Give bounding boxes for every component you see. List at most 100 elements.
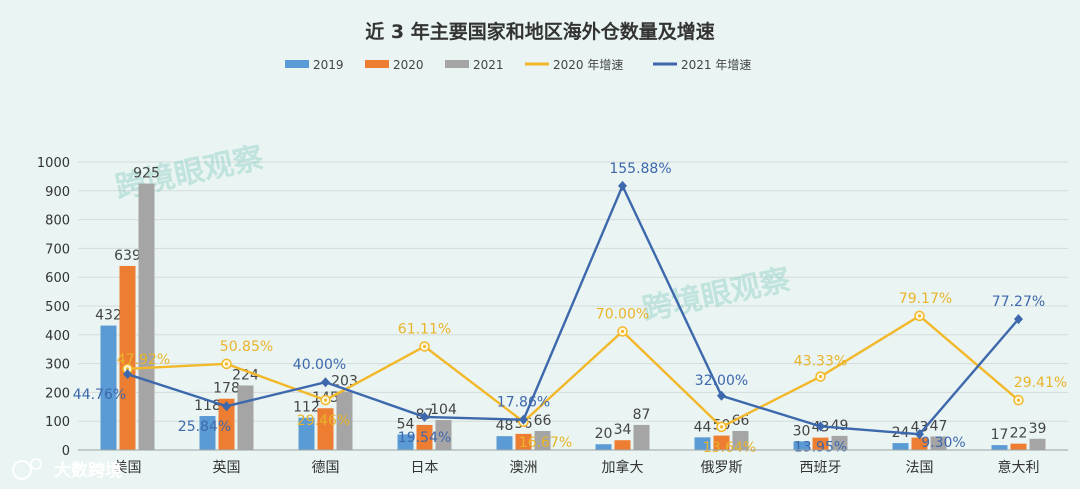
bar-2020 — [317, 408, 334, 450]
line-2021 年增速 — [127, 182, 1020, 436]
bar-2021 — [237, 385, 254, 450]
bar-2021 — [633, 424, 650, 450]
line-value-label: 79.17% — [899, 291, 952, 307]
line-point — [519, 414, 528, 425]
chart-title: 近 3 年主要国家和地区海外仓数量及增速 — [365, 20, 714, 43]
x-category-label: 法国 — [906, 460, 934, 476]
bar-2020 — [416, 424, 433, 450]
bar-2021 — [1029, 438, 1046, 450]
bar-2020 — [1010, 443, 1027, 450]
bar-2020 — [614, 440, 631, 450]
x-category-label: 英国 — [213, 459, 241, 476]
legend-item: 2020 — [365, 58, 424, 72]
y-tick-label: 700 — [45, 242, 70, 257]
line-value-label: 61.11% — [398, 321, 451, 337]
bar-2020 — [218, 398, 235, 450]
corner-logo: 大数跨境 — [12, 458, 122, 481]
bar-2019 — [991, 445, 1008, 450]
bar-value-label: 17 — [991, 427, 1009, 443]
y-tick-label: 800 — [45, 214, 70, 229]
bar-2019 — [199, 416, 216, 450]
bar-2020 — [713, 435, 730, 450]
bar-2021 — [138, 183, 155, 450]
x-category-label: 俄罗斯 — [701, 460, 743, 476]
legend-swatch — [285, 60, 309, 68]
line-point-dot — [323, 398, 328, 402]
line-value-label: 70.00% — [596, 306, 649, 322]
legend-label: 2021 — [473, 58, 504, 72]
line-value-label: 43.33% — [794, 354, 847, 370]
bar-2020 — [119, 265, 136, 450]
line-value-label: 19.54% — [398, 430, 451, 446]
bar-2019 — [595, 444, 612, 450]
legend-item: 2019 — [285, 58, 344, 72]
line-value-label: 77.27% — [992, 294, 1045, 310]
bar-2019 — [496, 436, 513, 450]
line-point — [816, 421, 825, 432]
line-point-dot — [917, 314, 922, 318]
bars: 4321181125448204430241763917814587563450… — [95, 166, 1046, 450]
bar-value-label: 224 — [232, 367, 259, 383]
bar-2020 — [515, 433, 532, 450]
line-point-dot — [719, 425, 724, 429]
y-tick-label: 500 — [45, 300, 70, 315]
bar-value-label: 34 — [614, 422, 632, 438]
line-point-dot — [224, 362, 229, 366]
legend-item: 2021 — [445, 58, 504, 72]
bar-value-label: 49 — [831, 418, 849, 434]
x-category-label: 加拿大 — [602, 459, 644, 476]
legend-label: 2021 年增速 — [681, 58, 751, 72]
x-axis: 美国 英国 德国 日本 澳洲 加拿大 俄罗斯 西班牙 法国 意大利 — [78, 449, 1068, 476]
line-value-label: 29.41% — [1014, 375, 1067, 391]
bar-2019 — [100, 325, 117, 450]
bar-2021 — [435, 420, 452, 450]
bar-value-label: 54 — [397, 416, 415, 432]
legend: 2019 2020 2021 2020 年增速 2021 年增速 — [285, 58, 751, 72]
y-tick-label: 100 — [45, 415, 70, 430]
bar-2021 — [732, 430, 749, 450]
legend-item: 2021 年增速 — [653, 58, 751, 72]
weibo-icon — [30, 458, 42, 470]
line-value-label: 13.64% — [703, 440, 756, 456]
line-point — [123, 369, 132, 380]
line-value-label: 17.86% — [497, 395, 550, 411]
bar-value-label: 203 — [331, 374, 358, 390]
x-category-label: 澳洲 — [510, 460, 538, 476]
bar-2021 — [930, 436, 947, 450]
line-value-label: 13.95% — [794, 439, 847, 455]
bar-value-label: 48 — [496, 418, 514, 434]
line-point — [915, 429, 924, 440]
y-tick-label: 0 — [62, 444, 70, 459]
bar-value-label: 432 — [95, 308, 122, 324]
y-tick-label: 900 — [45, 185, 70, 200]
bar-value-label: 66 — [732, 413, 750, 429]
legend-label: 2020 — [393, 58, 424, 72]
line-point — [222, 401, 231, 412]
line-point-dot — [818, 374, 823, 379]
bar-value-label: 178 — [213, 381, 240, 397]
bar-value-label: 22 — [1010, 426, 1028, 442]
line-value-label: 29.46% — [297, 413, 350, 429]
line-point — [717, 390, 726, 401]
y-tick-label: 400 — [45, 329, 70, 344]
x-category-label: 西班牙 — [800, 460, 842, 476]
bar-2019 — [397, 434, 414, 450]
bar-value-label: 39 — [1029, 421, 1047, 437]
line-point — [321, 377, 330, 388]
bar-value-label: 30 — [793, 423, 811, 439]
bar-value-label: 47 — [930, 418, 948, 434]
line-point — [420, 411, 429, 422]
x-category-label: 美国 — [114, 460, 142, 476]
y-tick-label: 300 — [45, 358, 70, 373]
y-tick-label: 600 — [45, 271, 70, 286]
x-category-label: 日本 — [411, 460, 439, 476]
corner-logo-text: 大数跨境 — [54, 460, 122, 481]
y-tick-label: 1000 — [37, 156, 70, 171]
line-value-label: 9.30% — [921, 435, 965, 451]
bar-value-label: 20 — [595, 426, 613, 442]
line-value-label: 50.85% — [220, 339, 273, 355]
bar-2020 — [911, 437, 928, 450]
bar-2021 — [831, 435, 848, 450]
